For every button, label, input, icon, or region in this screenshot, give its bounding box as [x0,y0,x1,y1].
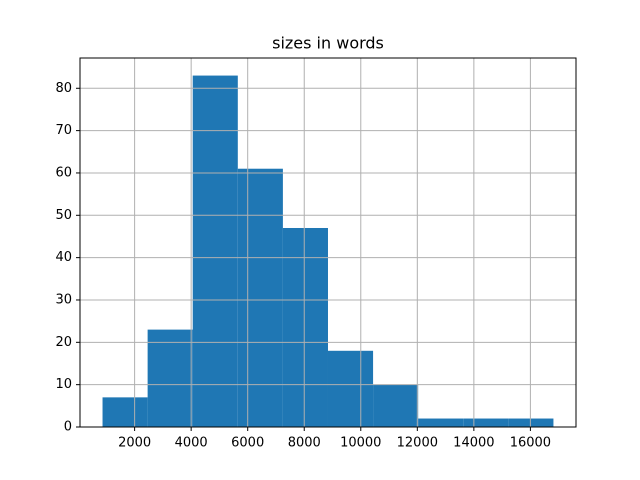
bar [463,418,509,427]
x-tick-label: 14000 [453,436,494,451]
y-tick-label: 0 [64,420,72,435]
y-tick-label: 40 [55,250,72,265]
x-tick-label: 8000 [288,436,321,451]
bar [282,227,328,427]
x-tick-label: 12000 [397,436,438,451]
y-tick-label: 10 [55,377,72,392]
bar [373,384,419,427]
bar [147,329,193,427]
y-tick-label: 20 [55,335,72,350]
x-tick-label: 16000 [510,436,551,451]
x-tick-label: 2000 [118,436,151,451]
x-tick-label: 4000 [175,436,208,451]
y-tick-label: 50 [55,208,72,223]
bar [237,168,283,427]
y-tick-label: 60 [55,165,72,180]
x-tick-label: 6000 [231,436,264,451]
y-tick-label: 70 [55,123,72,138]
y-tick-label: 30 [55,292,72,307]
bar [327,350,374,427]
y-tick-label: 80 [55,81,72,96]
bar [102,397,148,427]
plot-frame [79,57,577,428]
bar [418,418,464,427]
chart-title: sizes in words [272,34,384,53]
x-tick-label: 10000 [340,436,381,451]
bar [192,75,238,428]
